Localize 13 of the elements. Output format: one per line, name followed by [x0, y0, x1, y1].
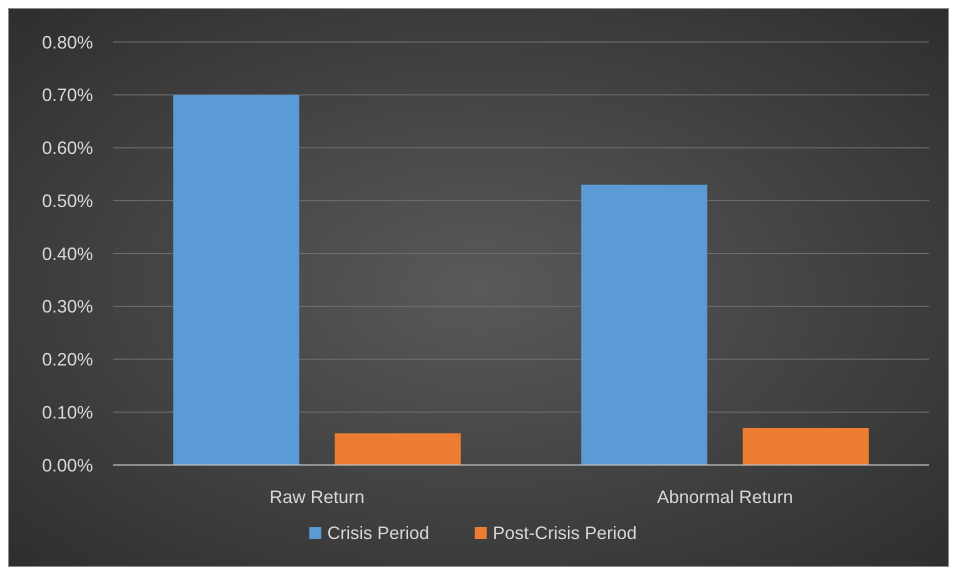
y-tick-label: 0.10%	[42, 402, 93, 422]
y-tick-label: 0.40%	[42, 244, 93, 264]
y-tick-label: 0.20%	[42, 350, 93, 370]
legend-label: Crisis Period	[327, 523, 430, 543]
y-tick-label: 0.70%	[42, 85, 93, 106]
y-tick-label: 0.80%	[42, 32, 93, 52]
y-tick-label: 0.50%	[42, 190, 93, 211]
legend-label: Post-Crisis Period	[492, 523, 637, 543]
y-tick-label: 0.30%	[42, 296, 93, 317]
x-tick-label: Raw Return	[269, 487, 365, 507]
y-tick-label: 0.00%	[42, 455, 93, 476]
x-tick-label: Abnormal Return	[656, 487, 794, 507]
y-tick-label: 0.60%	[42, 138, 93, 158]
